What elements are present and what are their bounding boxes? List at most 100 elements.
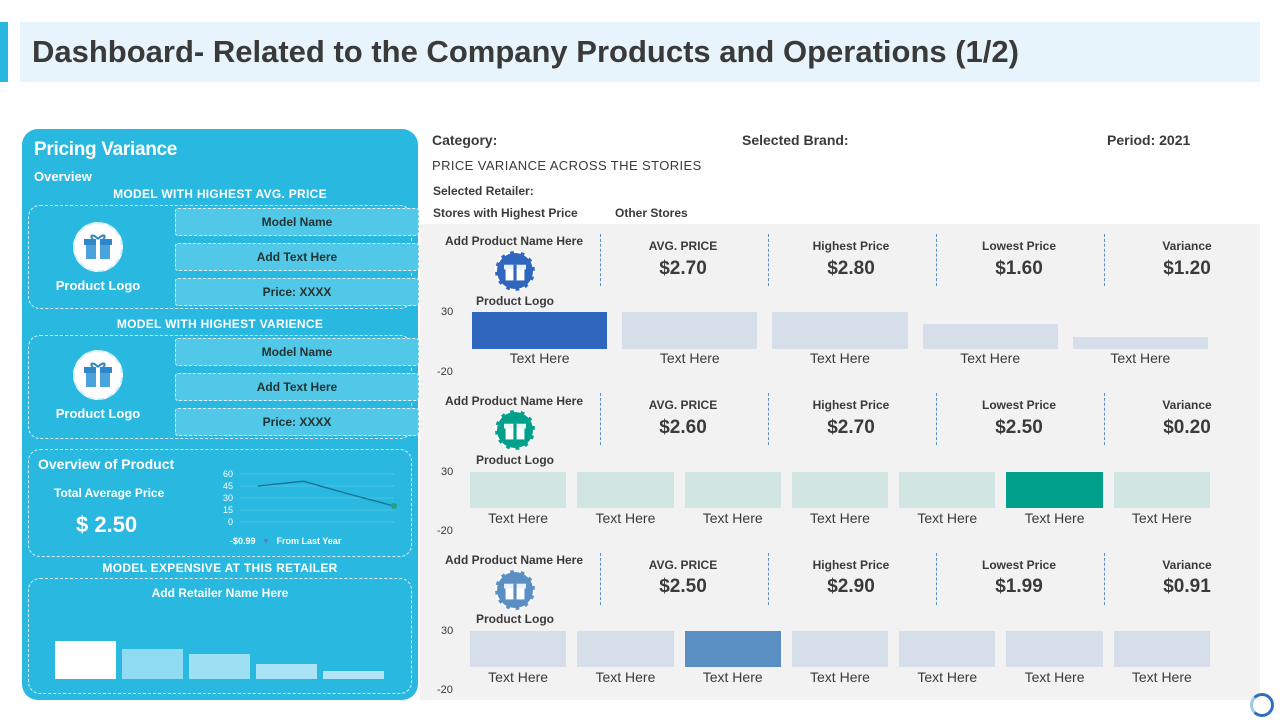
- store-bar-label: Text Here: [488, 669, 549, 685]
- avg-price-value: $2.50: [659, 576, 707, 597]
- separator: [600, 553, 601, 605]
- store-bar-label: Text Here: [488, 510, 549, 526]
- store-bar-label: Text Here: [509, 350, 570, 366]
- store-bar: [472, 312, 608, 349]
- retailer-bar: [323, 671, 384, 679]
- store-bar-label: Text Here: [1024, 510, 1085, 526]
- store-bar: [577, 631, 674, 667]
- store-bar: [899, 631, 996, 667]
- avg-price-value: $2.60: [659, 417, 707, 438]
- product-logo-label: Product Logo: [476, 453, 554, 467]
- store-bar-label: Text Here: [1110, 350, 1171, 366]
- store-bar-label: Text Here: [659, 350, 720, 366]
- lowest-price-label: Lowest Price: [981, 398, 1057, 412]
- selected-brand-label: Selected Brand:: [742, 132, 849, 148]
- retailer-bar: [55, 641, 116, 679]
- total-average-price-label: Total Average Price: [54, 486, 165, 500]
- store-bar-label: Text Here: [1131, 510, 1192, 526]
- retailer-bar: [256, 663, 317, 679]
- mini-y-tick: 15: [223, 505, 233, 515]
- caption-highest-var: MODEL WITH HIGHEST VARIENCE: [116, 317, 324, 331]
- retailer-box: [28, 578, 412, 694]
- store-bar-label: Text Here: [810, 350, 870, 366]
- store-bar: [577, 472, 674, 508]
- store-bar-label: Text Here: [1131, 669, 1192, 685]
- store-bar: [1113, 472, 1210, 508]
- mini-line-chart: 60 45 30 15 0: [223, 469, 397, 527]
- down-triangle-icon: ▼: [261, 536, 271, 546]
- product-name: Add Product Name Here: [445, 234, 584, 248]
- title-accent-bar: [0, 22, 8, 82]
- lowest-price-value: $1.99: [995, 576, 1043, 597]
- product-name: Add Product Name Here: [445, 553, 584, 567]
- mini-y-tick: 45: [223, 481, 233, 491]
- store-bar: [1006, 631, 1103, 667]
- selected-retailer-label: Selected Retailer:: [433, 184, 534, 198]
- stores-highest-label: Stores with Highest Price: [433, 206, 578, 220]
- store-bar: [1113, 631, 1210, 667]
- product-logo-label: Product Logo: [476, 294, 554, 308]
- store-bar-label: Text Here: [917, 669, 978, 685]
- store-bar: [1006, 472, 1103, 508]
- other-stores-label: Other Stores: [615, 206, 688, 220]
- page-title: Dashboard- Related to the Company Produc…: [32, 34, 1019, 69]
- store-bar: [470, 631, 567, 667]
- highest-price-label: Highest Price: [812, 558, 890, 572]
- variance-value: $1.20: [1163, 258, 1211, 279]
- category-label: Category:: [432, 132, 498, 148]
- store-bar-label: Text Here: [595, 669, 656, 685]
- pricing-variance-panel: Pricing Variance Overview MODEL WITH HIG…: [22, 129, 419, 700]
- separator: [768, 393, 769, 445]
- variance-label: Variance: [1162, 558, 1212, 572]
- add-text-field[interactable]: Add Text Here: [175, 373, 419, 401]
- retailer-bar: [189, 654, 250, 679]
- add-text-field[interactable]: Add Text Here: [175, 243, 419, 271]
- model-name-field[interactable]: Model Name: [175, 208, 419, 236]
- variance-value: $0.20: [1163, 417, 1211, 438]
- change-note: From Last Year: [276, 536, 342, 546]
- product-logo-label: Product Logo: [55, 278, 141, 293]
- lowest-price-value: $1.60: [995, 258, 1043, 279]
- gift-box-icon: [495, 410, 535, 450]
- total-average-price-value: $ 2.50: [76, 512, 138, 537]
- lowest-price-value: $2.50: [995, 417, 1043, 438]
- store-bar-label: Text Here: [595, 510, 656, 526]
- axis-top-label: 30: [441, 625, 454, 637]
- store-bar-label: Text Here: [810, 669, 870, 685]
- gift-box-icon: [73, 350, 123, 400]
- variance-label: Variance: [1162, 398, 1212, 412]
- gift-box-icon: [495, 570, 535, 610]
- store-variance-area: [420, 224, 1260, 700]
- price-field[interactable]: Price: XXXX: [175, 408, 419, 436]
- store-bar: [922, 324, 1058, 349]
- store-bar-label: Text Here: [960, 350, 1021, 366]
- axis-bottom-label: -20: [437, 525, 453, 537]
- store-bar: [899, 472, 996, 508]
- store-bar: [684, 472, 781, 508]
- separator: [936, 234, 937, 286]
- separator: [768, 553, 769, 605]
- store-bar: [772, 312, 908, 349]
- separator: [600, 234, 601, 286]
- overview-title: Overview of Product: [38, 456, 175, 472]
- avg-price-label: AVG. PRICE: [648, 558, 718, 572]
- price-field[interactable]: Price: XXXX: [175, 278, 419, 306]
- avg-price-value: $2.70: [659, 258, 707, 279]
- separator: [768, 234, 769, 286]
- caption-expensive: MODEL EXPENSIVE AT THIS RETAILER: [102, 561, 338, 575]
- trend-end-dot: [391, 503, 397, 509]
- model-name-field[interactable]: Model Name: [175, 338, 419, 366]
- period-label: Period: 2021: [1107, 132, 1191, 148]
- separator: [1104, 393, 1105, 445]
- overview-product-box: [28, 449, 412, 557]
- product-logo-label: Product Logo: [55, 406, 141, 421]
- lowest-price-label: Lowest Price: [981, 239, 1057, 253]
- mini-y-tick: 30: [223, 493, 233, 503]
- price-variance-caption: PRICE VARIANCE ACROSS THE STORIES: [432, 158, 702, 173]
- axis-top-label: 30: [441, 306, 454, 318]
- variance-label: Variance: [1162, 239, 1212, 253]
- panel-title: Pricing Variance: [34, 139, 178, 160]
- separator: [1104, 234, 1105, 286]
- gift-box-icon: [495, 251, 535, 291]
- retailer-bar: [122, 648, 183, 679]
